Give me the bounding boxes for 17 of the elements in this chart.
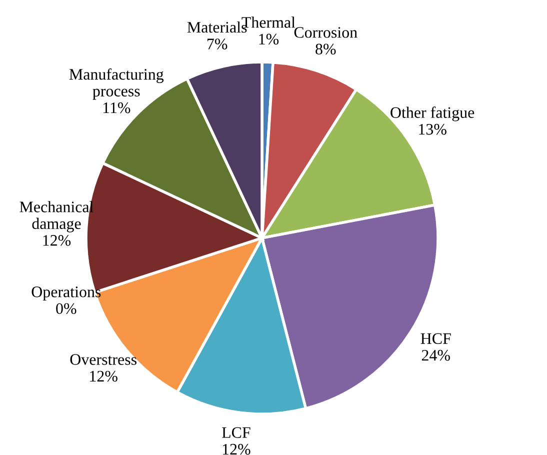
slice-label: Overstress [70,354,136,365]
slice-label: LCF [222,427,250,438]
data-label: 24% [422,350,450,361]
data-label: 8% [316,44,336,55]
text: 0% [56,303,76,314]
data-label: 11% [103,102,130,114]
data-label: 7% [207,38,228,50]
category-label: Operations [32,286,101,301]
slice-label: Manufacturing process [69,68,164,100]
data-label: 1% [259,34,279,45]
data-label: 13% [419,124,446,135]
data-label: 12% [222,444,250,455]
data-label: 12% [90,370,118,382]
data-label: 12% [43,235,71,246]
slice-label: Corrosion [294,27,358,38]
slice-label: HCF [420,333,451,344]
slice-label: Other fatigue [390,106,474,122]
